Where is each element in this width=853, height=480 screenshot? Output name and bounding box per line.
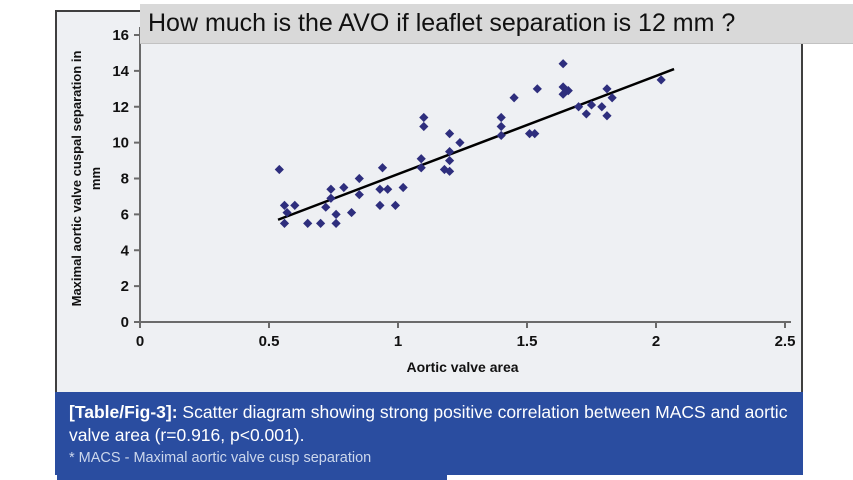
next-caption-edge [57, 475, 447, 480]
scatter-point [375, 200, 385, 211]
scatter-point [602, 84, 612, 94]
x-tick-label: 0 [136, 333, 144, 350]
scatter-point [558, 89, 568, 99]
scatter-point [331, 209, 341, 219]
scatter-point [597, 102, 607, 112]
x-tick-label: 2.5 [775, 333, 796, 350]
y-tick-label: 14 [112, 63, 129, 80]
scatter-point [445, 166, 455, 176]
scatter-point [445, 155, 455, 166]
scatter-point [558, 59, 568, 69]
scatter-point [331, 218, 341, 228]
scatter-point [346, 207, 357, 218]
y-tick-label: 16 [112, 27, 129, 44]
scatter-point [274, 164, 284, 175]
scatter-point [445, 146, 455, 157]
scatter-point [455, 138, 465, 148]
y-tick-label: 6 [121, 206, 129, 223]
caption-footnote: * MACS - Maximal aortic valve cusp separ… [69, 450, 372, 467]
scatter-point [398, 182, 408, 193]
scatter-point [375, 184, 385, 194]
scatter-point [354, 190, 364, 200]
y-tick-label: 8 [121, 171, 129, 188]
scatter-point [496, 112, 506, 123]
x-tick-label: 1 [394, 333, 402, 350]
x-tick-label: 2 [652, 333, 660, 350]
scatter-point [354, 173, 364, 184]
x-tick-label: 1.5 [517, 333, 538, 350]
caption-label: [Table/Fig-3]: [69, 402, 178, 422]
scatter-point [586, 100, 597, 110]
trend-line [277, 67, 675, 221]
scatter-point [321, 202, 331, 212]
scatter-point [496, 130, 506, 141]
scatter-point [496, 121, 506, 132]
scatter-point [383, 184, 393, 194]
scatter-point [530, 129, 540, 139]
y-axis-title-line2: mm [88, 167, 103, 190]
scatter-point [279, 218, 290, 228]
scatter-point [563, 86, 573, 96]
x-axis-title: Aortic valve area [406, 359, 518, 375]
scatter-point [416, 154, 426, 164]
x-tick-label: 0.5 [259, 333, 280, 350]
scatter-point [581, 109, 591, 119]
scatter-point [419, 121, 429, 132]
scatter-point [326, 184, 336, 194]
scatter-point [656, 75, 666, 85]
caption-text: Scatter diagram showing strong positive … [69, 402, 788, 446]
scatter-point [377, 163, 388, 173]
scatter-point [532, 84, 542, 94]
scatter-point [416, 163, 426, 173]
scatter-point [524, 129, 535, 139]
scatter-point [282, 207, 292, 218]
scatter-point [574, 102, 584, 112]
y-tick-label: 2 [121, 278, 129, 295]
scatter-chart: 0 0.5 1 1.5 2 2.5 0 2 4 6 8 10 12 14 16 Aortic valve ar… [69, 27, 796, 375]
figure-panel: 0 0.5 1 1.5 2 2.5 0 2 4 6 8 10 12 14 16 Aortic valve ar… [55, 10, 803, 392]
scatter-point [509, 93, 519, 103]
y-tick-label: 4 [121, 242, 130, 259]
scatter-point [602, 111, 612, 121]
y-tick-label: 10 [112, 135, 129, 152]
scatter-point [390, 200, 401, 211]
scatter-point [290, 200, 300, 211]
scatter-point [316, 218, 326, 228]
question-text: How much is the AVO if leaflet separatio… [148, 9, 736, 37]
question-banner: How much is the AVO if leaflet separatio… [140, 4, 853, 44]
figure-caption: [Table/Fig-3]: Scatter diagram showing s… [55, 392, 803, 475]
scatter-point [339, 182, 349, 193]
y-tick-label: 12 [112, 99, 129, 116]
scatter-point [326, 193, 336, 203]
scatter-point [419, 112, 429, 123]
y-axis-title-line1: Maximal aortic valve cuspal separation i… [69, 51, 84, 307]
scatter-point [303, 218, 313, 228]
y-tick-label: 0 [121, 314, 129, 331]
scatter-point [445, 129, 455, 139]
scatter-point [607, 93, 617, 103]
